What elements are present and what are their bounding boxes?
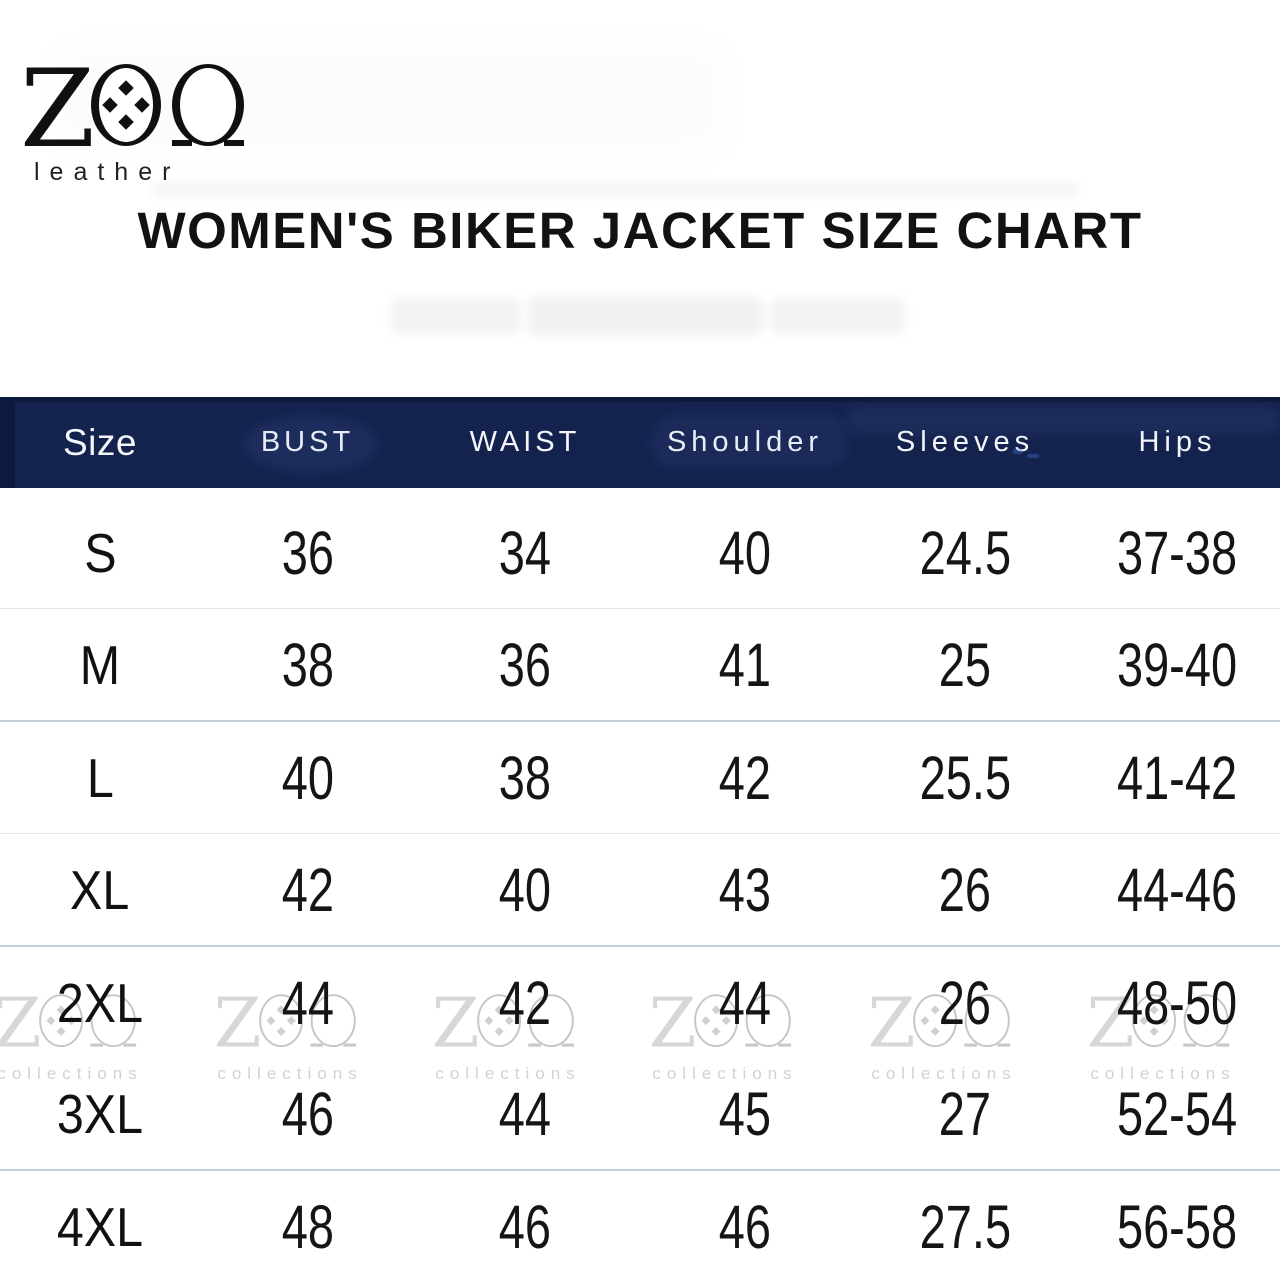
bust-value: 38 [281, 630, 334, 699]
hips-value: 56-58 [1117, 1192, 1238, 1261]
zoq-watermark-icon: Z [0, 984, 137, 1060]
watermark-row: Z collections Z [0, 980, 1280, 1085]
column-header-sleeves: Sleeves [895, 426, 1035, 458]
shoulder-value: 40 [718, 518, 772, 587]
brand-logo: Z [22, 52, 262, 156]
svg-text:Z: Z [215, 984, 261, 1060]
letter-q-icon [172, 64, 244, 146]
waist-value: 38 [498, 743, 552, 812]
size-value: S [83, 521, 117, 584]
waist-value: 36 [498, 630, 552, 699]
svg-text:Z: Z [0, 984, 41, 1060]
svg-text:Z: Z [22, 52, 95, 156]
waist-value: 40 [498, 855, 552, 924]
shoulder-value: 44 [718, 968, 772, 1037]
hips-value: 48-50 [1117, 968, 1238, 1037]
waist-value: 42 [498, 968, 552, 1037]
header-blue-artifact [1027, 454, 1039, 458]
bust-value: 46 [281, 1079, 334, 1148]
table-row: 4XL 48 46 46 27.5 56-58 [0, 1171, 1280, 1280]
column-header-shoulder: Shoulder [666, 426, 824, 458]
hips-value: 41-42 [1117, 743, 1238, 812]
bust-value: 36 [281, 518, 334, 587]
ghost-smudge [390, 298, 520, 334]
waist-value: 44 [498, 1079, 552, 1148]
shoulder-value: 41 [718, 630, 772, 699]
header-blue-artifact [1013, 449, 1022, 454]
size-value: 4XL [56, 1195, 144, 1258]
column-header-bust: BUST [260, 426, 355, 458]
zoq-watermark: Z collections [215, 980, 365, 1084]
table-row: L 40 38 42 25.5 41-42 [0, 722, 1280, 834]
hips-value: 37-38 [1117, 518, 1238, 587]
button-o-icon [91, 64, 161, 146]
sleeves-value: 27.5 [919, 1192, 1011, 1261]
header-patch-artifact [650, 413, 850, 469]
size-value: 2XL [56, 971, 144, 1034]
zoq-watermark: Z collections [869, 980, 1019, 1084]
header-patch-artifact [845, 405, 1280, 435]
zoq-watermark-icon: Z [869, 984, 1011, 1060]
shoulder-value: 42 [718, 743, 772, 812]
zoq-watermark: Z collections [0, 980, 145, 1084]
column-header-size: Size [63, 421, 137, 463]
page-title: WOMEN'S BIKER JACKET SIZE CHART [137, 202, 1143, 259]
svg-text:Z: Z [869, 984, 915, 1060]
sleeves-value: 27 [938, 1079, 992, 1148]
bust-value: 48 [281, 1192, 334, 1261]
zoq-watermark-icon: Z [1088, 984, 1230, 1060]
size-value: XL [70, 858, 130, 921]
size-table-body: S 36 34 40 24.5 37-38 M 38 36 41 25 39-4… [0, 497, 1280, 1280]
bust-value: 40 [281, 743, 334, 812]
ghost-smudge [528, 296, 763, 336]
brand-tagline: leather [34, 158, 181, 186]
zoq-watermark-icon: Z [215, 984, 357, 1060]
size-value: 3XL [56, 1082, 144, 1145]
column-header-waist: WAIST [469, 426, 581, 458]
svg-text:Z: Z [1088, 984, 1134, 1060]
table-header: Size BUST WAIST Shoulder Sleeves Hips [0, 397, 1280, 488]
table-row: S 36 34 40 24.5 37-38 [0, 497, 1280, 609]
ghost-smudge [150, 182, 1080, 198]
column-header-hips: Hips [1138, 426, 1217, 458]
hips-value: 52-54 [1117, 1079, 1238, 1148]
bust-value: 42 [281, 855, 334, 924]
sleeves-value: 26 [938, 855, 992, 924]
table-row: 3XL 46 44 45 27 52-54 [0, 1058, 1280, 1171]
zoq-watermark-icon: Z [433, 984, 575, 1060]
shoulder-value: 45 [718, 1079, 772, 1148]
sleeves-value: 24.5 [919, 518, 1011, 587]
svg-text:Z: Z [433, 984, 479, 1060]
zoq-watermark: Z collections [650, 980, 800, 1084]
ghost-smudge [60, 48, 720, 148]
sleeves-value: 25.5 [919, 743, 1011, 812]
size-value: M [79, 633, 121, 696]
zoq-logo-icon: Z [22, 52, 244, 156]
table-row: 2XL 44 42 44 26 48-50 [0, 947, 1280, 1058]
table-row: M 38 36 41 25 39-40 [0, 609, 1280, 722]
zoq-watermark: Z collections [433, 980, 583, 1084]
waist-value: 46 [498, 1192, 552, 1261]
header-edge-strip [0, 397, 15, 488]
sleeves-value: 26 [938, 968, 992, 1037]
zoq-watermark-icon: Z [650, 984, 792, 1060]
hips-value: 39-40 [1117, 630, 1238, 699]
table-row: XL 42 40 43 26 44-46 [0, 834, 1280, 947]
hips-value: 44-46 [1117, 855, 1238, 924]
svg-text:Z: Z [650, 984, 696, 1060]
sleeves-value: 25 [938, 630, 992, 699]
shoulder-value: 46 [718, 1192, 772, 1261]
bust-value: 44 [281, 968, 334, 1037]
waist-value: 34 [498, 518, 552, 587]
ghost-smudge [770, 298, 905, 334]
header-patch-artifact [243, 415, 378, 473]
zoq-watermark: Z collections [1088, 980, 1238, 1084]
size-value: L [86, 746, 114, 809]
shoulder-value: 43 [718, 855, 772, 924]
